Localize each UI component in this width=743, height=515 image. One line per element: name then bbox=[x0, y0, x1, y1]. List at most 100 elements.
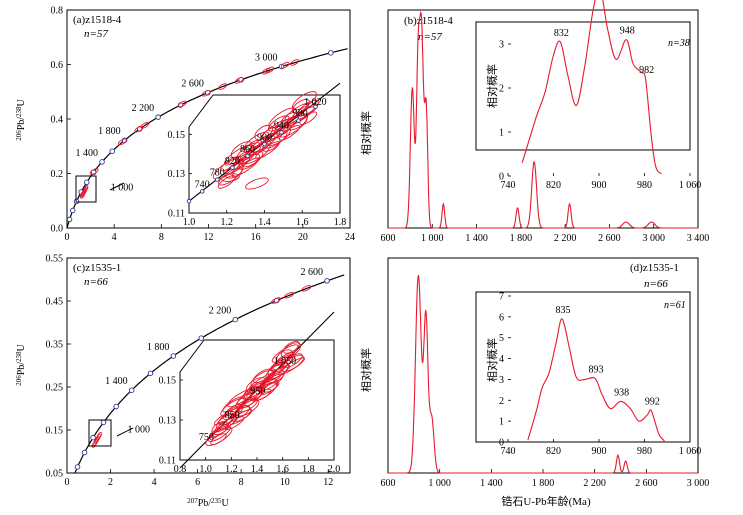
panel-a-inset-age-label: 740 bbox=[195, 180, 210, 191]
panel-c-ytick-label: 0.25 bbox=[46, 383, 64, 394]
panel-a-n: n=57 bbox=[84, 28, 108, 40]
panel-c-age-label: 1 000 bbox=[128, 424, 151, 435]
panel-a-inset-age-label: 860 bbox=[240, 144, 255, 155]
panel-a-age-label: 3 000 bbox=[255, 53, 278, 64]
panel-d-inset-xtick-label: 1 060 bbox=[679, 446, 702, 457]
panel-a-inset-node bbox=[186, 198, 192, 204]
panel-c-inset-ellipse bbox=[282, 353, 303, 368]
panel-c-inset-ellipse bbox=[282, 340, 300, 354]
panel-a-error-ellipse bbox=[83, 185, 89, 192]
panel-c-xtick-label: 4 bbox=[152, 477, 157, 488]
panel-c-error-ellipse bbox=[270, 297, 282, 304]
panel-a-inset-node bbox=[230, 165, 235, 171]
panel-b-xtick-label: 1 400 bbox=[465, 233, 488, 244]
panel-c-inset: 0.8 1.0 1.2 1.4 1.6 1.8 2.0 0.11 0.13 0.15 750 850… bbox=[159, 311, 340, 475]
panel-a-inset-ellipse bbox=[238, 153, 260, 170]
panel-d-inset: 相对概率 n=61 740 820 900 980 1 060 0 1 2 3 4 5 6 7 835 8… bbox=[475, 291, 702, 457]
panel-a-error-ellipse bbox=[280, 61, 290, 69]
panel-d-title: (d)z1535-1 bbox=[630, 262, 679, 274]
panel-a-xtick-label: 0 bbox=[65, 232, 70, 243]
panel-a-ylabel: 206Pb/238U bbox=[15, 98, 27, 140]
panel-c-age-node bbox=[324, 278, 330, 284]
panel-d-xtick-label: 2 600 bbox=[635, 478, 658, 489]
panel-a-xtick-label: 4 bbox=[112, 232, 117, 243]
panel-b-title: (b)z1518-4 bbox=[404, 15, 453, 27]
panel-b-n: n=57 bbox=[418, 31, 442, 43]
panel-c-age-node bbox=[113, 403, 119, 410]
panel-a-inset-age-label: 900 bbox=[257, 132, 272, 143]
panel-d-inset-ytick-label: 4 bbox=[499, 354, 504, 365]
panel-a-zoom-box bbox=[75, 175, 97, 203]
panel-a-xtick-label: 24 bbox=[345, 232, 355, 243]
panel-b-inset-density-curve bbox=[521, 0, 663, 175]
panel-d-ylabel: 相对概率 bbox=[359, 348, 373, 392]
panel-a-inset-ellipse bbox=[291, 99, 310, 114]
panel-a-inset-node bbox=[262, 141, 267, 147]
panel-c-inset-ellipse bbox=[233, 404, 251, 418]
panel-a-age-node bbox=[66, 216, 73, 223]
panel-c-xlabel: 207Pb/235U bbox=[187, 497, 229, 509]
panel-a-inset-age-label: 780 bbox=[210, 168, 225, 179]
panel-a-age-node bbox=[109, 148, 115, 154]
panel-c-ytick-label: 0.55 bbox=[46, 254, 64, 265]
panel-a-inset-ellipse bbox=[245, 177, 269, 190]
panel-a-inset-node bbox=[296, 118, 301, 123]
panel-c-inset-ytick-label: 0.13 bbox=[159, 416, 177, 427]
panel-a-age-node bbox=[84, 179, 90, 186]
panel-b-kde: (b)z1518-4 n=57 相对概率 600 1 000 1 400 1 800 2… bbox=[359, 0, 709, 244]
panel-d-kde: (d)z1535-1 n=66 相对概率 锆石U-Pb年龄(Ma) 600 1 0… bbox=[359, 257, 710, 508]
panel-c-ytick-label: 0.45 bbox=[46, 297, 64, 308]
panel-a-error-ellipse bbox=[265, 66, 275, 74]
panel-c-inset-age-label: 950 bbox=[250, 386, 265, 397]
panel-a-ytick-label: 0.4 bbox=[51, 115, 64, 126]
panel-d-xtick-label: 3 000 bbox=[687, 478, 710, 489]
panel-a-inset-ellipse bbox=[225, 156, 251, 175]
panel-c-age-label: 1 400 bbox=[105, 376, 128, 387]
panel-c-age-node bbox=[100, 419, 107, 426]
panel-b-inset-xtick-label: 900 bbox=[592, 180, 607, 191]
panel-c-n: n=66 bbox=[84, 276, 108, 288]
panel-a-inset-xtick-label: 1.2 bbox=[221, 217, 234, 228]
panel-a-error-ellipse bbox=[89, 168, 99, 175]
panel-c-inset-xtick-label: 1.6 bbox=[276, 464, 289, 475]
panel-a-age-label: 2 600 bbox=[181, 79, 204, 90]
panel-a-error-ellipse bbox=[117, 138, 127, 146]
panel-a-inset-node bbox=[313, 104, 318, 110]
panel-c-error-ellipse bbox=[97, 431, 103, 439]
panel-c-age-node bbox=[198, 335, 205, 341]
panel-a-inset-ellipse bbox=[249, 132, 278, 153]
panel-c-inset-ellipse bbox=[211, 421, 229, 436]
panel-a-inset-ellipse bbox=[243, 139, 262, 153]
panel-d-density-curve bbox=[388, 274, 698, 474]
panel-a-inset-node bbox=[245, 153, 250, 159]
panel-a-title: (a)z1518-4 bbox=[73, 14, 122, 26]
panel-c-age-label: 2 200 bbox=[209, 306, 232, 317]
panel-c-age-node bbox=[147, 370, 154, 377]
panel-c-age-label: 1 800 bbox=[147, 342, 170, 353]
panel-c-age-node bbox=[81, 449, 88, 456]
panel-d-inset-density-curve bbox=[527, 318, 665, 442]
panel-a-age-label: 2 200 bbox=[132, 103, 155, 114]
panel-d-xtick-label: 600 bbox=[381, 478, 396, 489]
panel-c-age-label: 2 600 bbox=[301, 267, 324, 278]
panel-a-inset-ellipse bbox=[262, 137, 281, 152]
panel-d-inset-xtick-label: 740 bbox=[501, 446, 516, 457]
panel-b-xtick-label: 1 800 bbox=[510, 233, 533, 244]
panel-a-zoom-pointer bbox=[109, 182, 125, 191]
panel-a-xtick-label: 20 bbox=[298, 232, 308, 243]
panel-c-ytick-label: 0.35 bbox=[46, 340, 64, 351]
panel-c-concordia: (c)z1535-1 n=66 0 2 4 6 8 10 12 0.05 0.15 0.25 0.3… bbox=[15, 254, 351, 509]
panel-a-ytick-label: 0.2 bbox=[51, 169, 64, 180]
panel-a-inset-age-label: 980 bbox=[293, 109, 308, 120]
panel-a-inset-ellipse bbox=[299, 111, 318, 125]
panel-c-ytick-label: 0.05 bbox=[46, 469, 64, 480]
panel-a-error-ellipse bbox=[201, 89, 211, 97]
panel-b-xtick-label: 600 bbox=[381, 233, 396, 244]
panel-c-xtick-label: 12 bbox=[323, 477, 333, 488]
panel-c-age-node bbox=[90, 434, 96, 441]
panel-c-xtick-label: 8 bbox=[239, 477, 244, 488]
panel-a-inset-xtick-label: 1.8 bbox=[334, 217, 347, 228]
panel-a-error-ellipse bbox=[140, 122, 150, 129]
panel-a-inset-age-label: 940 bbox=[274, 121, 289, 132]
panel-c-inset-ellipse bbox=[213, 407, 241, 426]
